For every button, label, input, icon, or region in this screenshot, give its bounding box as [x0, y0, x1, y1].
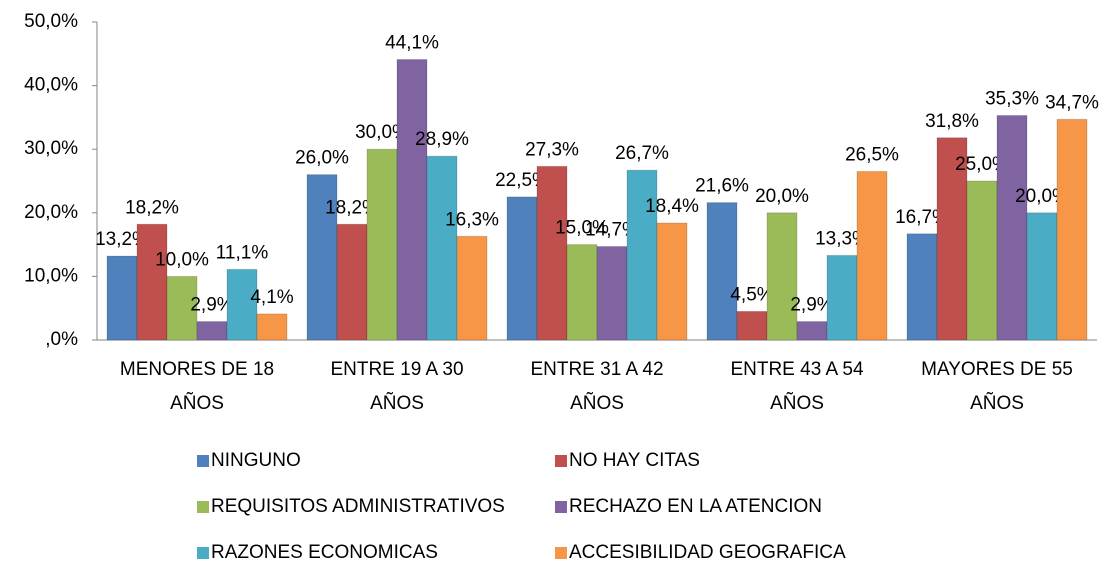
bar: [366, 148, 398, 341]
bar: [336, 223, 368, 341]
data-label: 44,1%: [385, 33, 439, 54]
data-label: 10,0%: [155, 249, 209, 270]
data-label: 21,6%: [695, 176, 749, 197]
legend-label: RAZONES ECONOMICAS: [211, 542, 438, 563]
legend-swatch: [197, 547, 209, 559]
legend-label: NO HAY CITAS: [569, 450, 700, 471]
data-label: 22,5%: [495, 170, 549, 191]
bar: [736, 310, 768, 341]
data-label: 4,5%: [730, 284, 773, 305]
bar: [826, 254, 858, 341]
bar: [856, 170, 888, 341]
bar: [626, 169, 658, 341]
data-label: 18,2%: [325, 197, 379, 218]
bar: [1026, 212, 1058, 341]
bar: [256, 313, 288, 341]
x-tick-label: MENORES DE 18 AÑOS: [120, 359, 274, 414]
data-label: 4,1%: [250, 287, 293, 308]
data-label: 13,2%: [95, 229, 149, 250]
bar: [166, 275, 198, 341]
bar: [226, 268, 258, 341]
legend-label: ACCESIBILIDAD GEOGRAFICA: [569, 542, 846, 563]
bar: [426, 155, 458, 341]
legend-swatch: [555, 547, 567, 559]
bar: [766, 212, 798, 341]
data-label: 28,9%: [415, 129, 469, 150]
y-tick-label: 20,0%: [24, 202, 78, 223]
y-tick-label: ,0%: [45, 329, 78, 350]
bar: [136, 223, 168, 341]
data-label: 31,8%: [925, 111, 979, 132]
data-label: 34,7%: [1045, 92, 1099, 113]
bar: [796, 321, 828, 341]
bar: [936, 137, 968, 341]
x-tick-label: ENTRE 19 A 30 AÑOS: [330, 359, 463, 414]
bar: [306, 174, 338, 341]
bar: [906, 233, 938, 341]
bar: [1056, 118, 1088, 341]
y-tick-label: 50,0%: [24, 11, 78, 32]
legend-label: RECHAZO EN LA ATENCION: [569, 496, 822, 517]
bar: [996, 114, 1028, 341]
bar: [566, 244, 598, 341]
data-label: 14,7%: [585, 220, 639, 241]
bar: [706, 202, 738, 341]
data-label: 26,7%: [615, 143, 669, 164]
bar: [456, 235, 488, 341]
y-tick-label: 40,0%: [24, 75, 78, 96]
bar: [196, 321, 228, 341]
data-label: 30,0%: [355, 122, 409, 143]
data-label: 16,7%: [895, 207, 949, 228]
data-label: 20,0%: [1015, 186, 1069, 207]
y-tick-label: 10,0%: [24, 265, 78, 286]
bar: [966, 180, 998, 341]
bar: [396, 59, 428, 341]
data-label: 26,0%: [295, 148, 349, 169]
data-label: 13,3%: [815, 228, 869, 249]
legend-swatch: [197, 501, 209, 513]
data-label: 16,3%: [445, 209, 499, 230]
legend-label: NINGUNO: [211, 450, 301, 471]
data-label: 27,3%: [525, 139, 579, 160]
bar: [596, 246, 628, 341]
data-label: 15,0%: [555, 218, 609, 239]
data-label: 26,5%: [845, 144, 899, 165]
bar: [656, 222, 688, 341]
y-tick-label: 30,0%: [24, 138, 78, 159]
legend-swatch: [555, 501, 567, 513]
data-label: 35,3%: [985, 89, 1039, 110]
x-tick-label: ENTRE 43 A 54 AÑOS: [730, 359, 864, 414]
legend-label: REQUISITOS ADMINISTRATIVOS: [211, 496, 505, 517]
data-label: 18,4%: [645, 196, 699, 217]
data-label: 20,0%: [755, 186, 809, 207]
bar: [506, 196, 538, 341]
x-tick-label: MAYORES DE 55 AÑOS: [921, 359, 1073, 414]
legend-swatch: [555, 455, 567, 467]
data-label: 11,1%: [216, 242, 269, 263]
data-label: 18,2%: [125, 197, 179, 218]
legend-swatch: [197, 455, 209, 467]
data-label: 25,0%: [955, 154, 1009, 175]
data-label: 2,9%: [190, 295, 233, 316]
data-label: 2,9%: [790, 295, 833, 316]
x-tick-label: ENTRE 31 A 42 AÑOS: [530, 359, 663, 414]
bar: [536, 165, 568, 341]
bar: [106, 255, 138, 341]
